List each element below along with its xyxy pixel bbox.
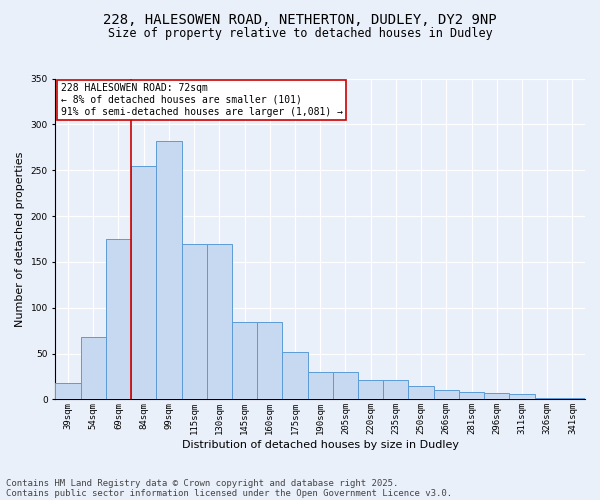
Bar — [207, 244, 232, 400]
Bar — [106, 239, 131, 400]
Bar — [383, 380, 409, 400]
X-axis label: Distribution of detached houses by size in Dudley: Distribution of detached houses by size … — [182, 440, 459, 450]
Text: Contains HM Land Registry data © Crown copyright and database right 2025.: Contains HM Land Registry data © Crown c… — [6, 478, 398, 488]
Bar — [157, 141, 182, 400]
Bar — [535, 398, 560, 400]
Bar — [55, 383, 80, 400]
Text: 228, HALESOWEN ROAD, NETHERTON, DUDLEY, DY2 9NP: 228, HALESOWEN ROAD, NETHERTON, DUDLEY, … — [103, 12, 497, 26]
Bar — [509, 394, 535, 400]
Bar — [434, 390, 459, 400]
Text: Contains public sector information licensed under the Open Government Licence v3: Contains public sector information licen… — [6, 488, 452, 498]
Bar — [232, 322, 257, 400]
Text: 228 HALESOWEN ROAD: 72sqm
← 8% of detached houses are smaller (101)
91% of semi-: 228 HALESOWEN ROAD: 72sqm ← 8% of detach… — [61, 84, 343, 116]
Bar — [560, 398, 585, 400]
Bar — [459, 392, 484, 400]
Bar — [308, 372, 333, 400]
Bar — [182, 244, 207, 400]
Y-axis label: Number of detached properties: Number of detached properties — [15, 152, 25, 326]
Text: Size of property relative to detached houses in Dudley: Size of property relative to detached ho… — [107, 28, 493, 40]
Bar — [333, 372, 358, 400]
Bar — [283, 352, 308, 400]
Bar — [131, 166, 157, 400]
Bar — [409, 386, 434, 400]
Bar — [80, 337, 106, 400]
Bar — [358, 380, 383, 400]
Bar — [484, 393, 509, 400]
Bar — [257, 322, 283, 400]
